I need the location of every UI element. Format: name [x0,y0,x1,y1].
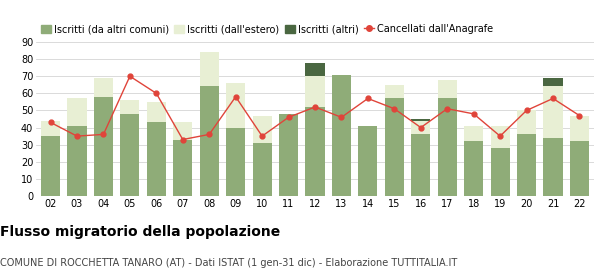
Bar [385,99,404,196]
Bar [94,78,113,97]
Bar [226,128,245,196]
Text: COMUNE DI ROCCHETTA TANARO (AT) - Dati ISTAT (1 gen-31 dic) - Elaborazione TUTTI: COMUNE DI ROCCHETTA TANARO (AT) - Dati I… [0,258,457,268]
Bar [121,100,139,114]
Bar [41,121,60,136]
Bar [200,87,219,196]
Bar [226,83,245,128]
Bar [305,62,325,76]
Bar [517,110,536,134]
Bar [438,80,457,99]
Bar [279,114,298,196]
Bar [517,134,536,196]
Bar [570,141,589,196]
Text: Flusso migratorio della popolazione: Flusso migratorio della popolazione [0,225,280,239]
Bar [67,99,86,126]
Bar [464,126,483,141]
Bar [491,148,509,196]
Bar [570,116,589,141]
Bar [411,119,430,121]
Bar [305,76,325,107]
Bar [173,139,192,196]
Bar [253,116,272,143]
Bar [438,99,457,196]
Bar [147,102,166,122]
Legend: Iscritti (da altri comuni), Iscritti (dall'estero), Iscritti (altri), Cancellati: Iscritti (da altri comuni), Iscritti (da… [41,24,493,34]
Bar [544,138,563,196]
Bar [332,74,351,196]
Bar [358,126,377,196]
Bar [305,107,325,196]
Bar [411,134,430,196]
Bar [253,143,272,196]
Bar [544,78,563,87]
Bar [147,122,166,196]
Bar [200,52,219,87]
Bar [464,141,483,196]
Bar [67,126,86,196]
Bar [411,121,430,134]
Bar [544,87,563,138]
Bar [41,136,60,196]
Bar [173,122,192,139]
Bar [94,97,113,196]
Bar [121,114,139,196]
Bar [491,126,509,148]
Bar [385,85,404,99]
